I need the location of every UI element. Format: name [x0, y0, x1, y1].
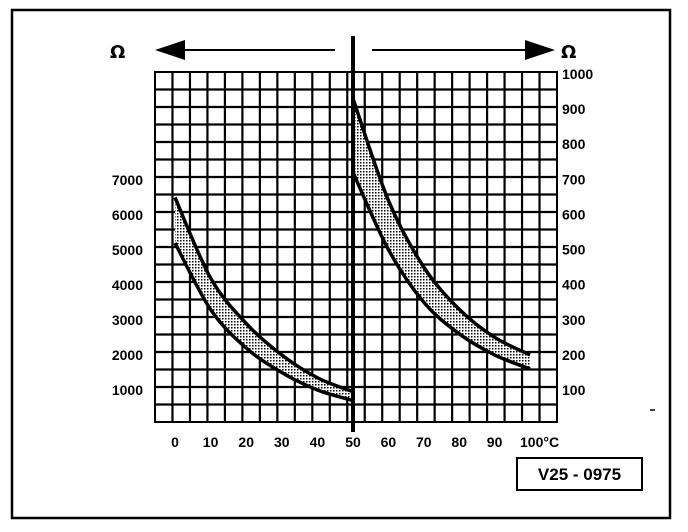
x-tick-label: 40	[310, 434, 326, 450]
left-tick-label: 7000	[112, 172, 143, 188]
x-tick-label: 80	[451, 434, 467, 450]
right-axis-unit: Ω	[561, 42, 576, 63]
outer-border	[10, 8, 672, 520]
x-tick-label: 60	[381, 434, 397, 450]
x-tick-label: 10	[203, 434, 219, 450]
right-tick-labels: 100 200 300 400 500 600 700 800 900 1000	[562, 66, 593, 398]
x-tick-label: 90	[487, 434, 503, 450]
x-tick-label: 100°C	[520, 434, 559, 450]
x-tick-label: 30	[274, 434, 290, 450]
band-upper-curve-1	[173, 196, 354, 394]
left-tick-label: 4000	[112, 277, 143, 293]
left-axis-arrow	[155, 40, 335, 60]
right-tick-label: 200	[562, 347, 586, 363]
right-tick-label: 700	[562, 171, 586, 187]
right-tick-label: 1000	[562, 66, 593, 82]
band-upper-curve-2	[351, 98, 531, 357]
band-lower-curve-1	[173, 242, 354, 403]
right-tick-label: 600	[562, 206, 586, 222]
x-tick-label: 20	[238, 434, 254, 450]
tolerance-bands	[173, 98, 531, 403]
left-tick-label: 3000	[112, 312, 143, 328]
tolerance-band-2	[353, 98, 530, 369]
left-tick-label: 2000	[112, 347, 143, 363]
x-tick-label: 50	[345, 434, 361, 450]
right-tick-label: 100	[562, 382, 586, 398]
x-tick-label: 70	[416, 434, 432, 450]
right-tick-label: 400	[562, 277, 586, 293]
right-tick-label: 300	[562, 312, 586, 328]
reference-label-text: V25 - 0975	[538, 465, 621, 484]
band-lower-curve-2	[351, 171, 531, 371]
left-tick-label: 6000	[112, 207, 143, 223]
x-tick-labels: 0 10 20 30 40 50 60 70 80 90 100°C	[171, 434, 559, 450]
left-tick-label: 1000	[112, 382, 143, 398]
right-tick-label: 900	[562, 101, 586, 117]
right-axis-arrow	[372, 40, 555, 60]
plot-border	[154, 71, 558, 423]
right-tick-label: 800	[562, 136, 586, 152]
left-axis-unit: Ω	[110, 42, 125, 63]
left-tick-label: 5000	[112, 242, 143, 258]
x-tick-label: 0	[171, 434, 179, 450]
reference-label: V25 - 0975	[516, 457, 643, 491]
left-tick-labels: 1000 2000 3000 4000 5000 6000 7000	[112, 172, 143, 398]
right-tick-label: 500	[562, 242, 586, 258]
